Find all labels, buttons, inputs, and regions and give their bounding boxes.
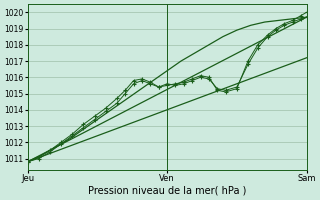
X-axis label: Pression niveau de la mer( hPa ): Pression niveau de la mer( hPa ) bbox=[88, 186, 246, 196]
